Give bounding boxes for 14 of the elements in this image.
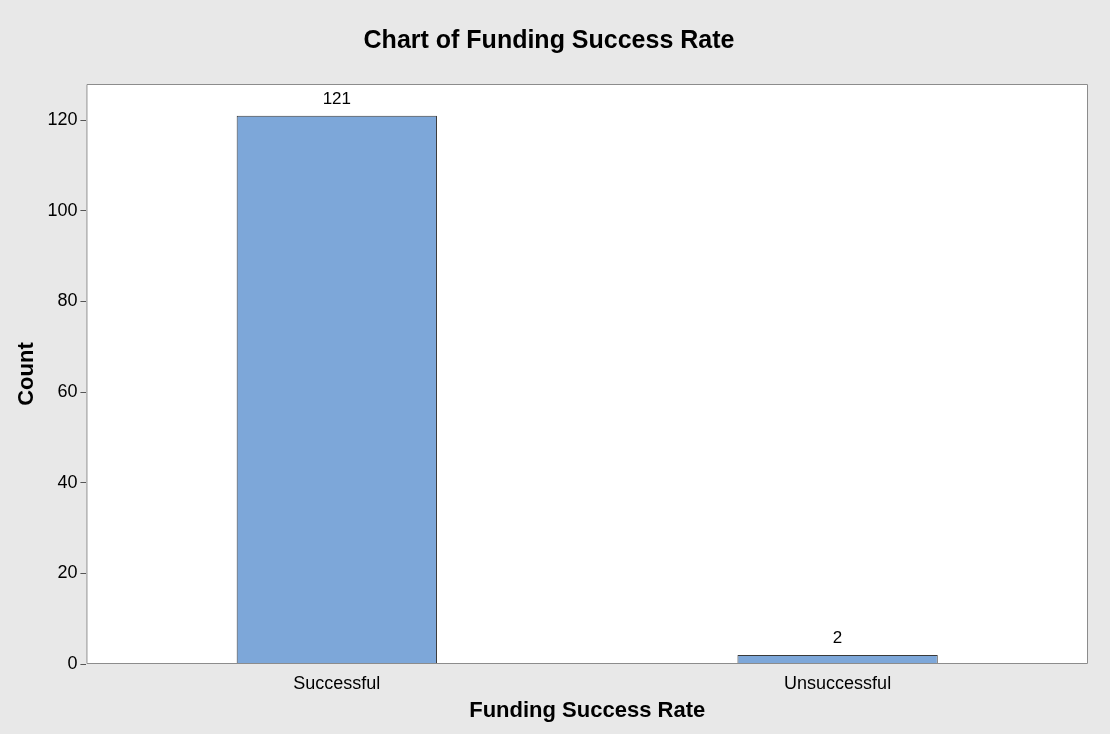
x-axis-title: Funding Success Rate	[469, 696, 706, 722]
x-tick-label: Unsuccessful	[784, 672, 892, 693]
y-tick-label: 60	[57, 381, 78, 402]
chart-title: Chart of Funding Success Rate	[363, 24, 735, 53]
y-tick-label: 40	[57, 471, 78, 492]
y-tick-label: 20	[57, 562, 78, 583]
y-tick-label: 100	[47, 199, 78, 220]
y-axis-title: Count	[13, 341, 39, 406]
y-tick-label: 80	[57, 290, 78, 311]
data-label: 121	[322, 88, 352, 108]
y-tick-label: 120	[47, 109, 78, 130]
data-label: 2	[832, 628, 843, 648]
x-tick-label: Successful	[293, 672, 381, 693]
y-tick-label: 0	[67, 652, 78, 673]
